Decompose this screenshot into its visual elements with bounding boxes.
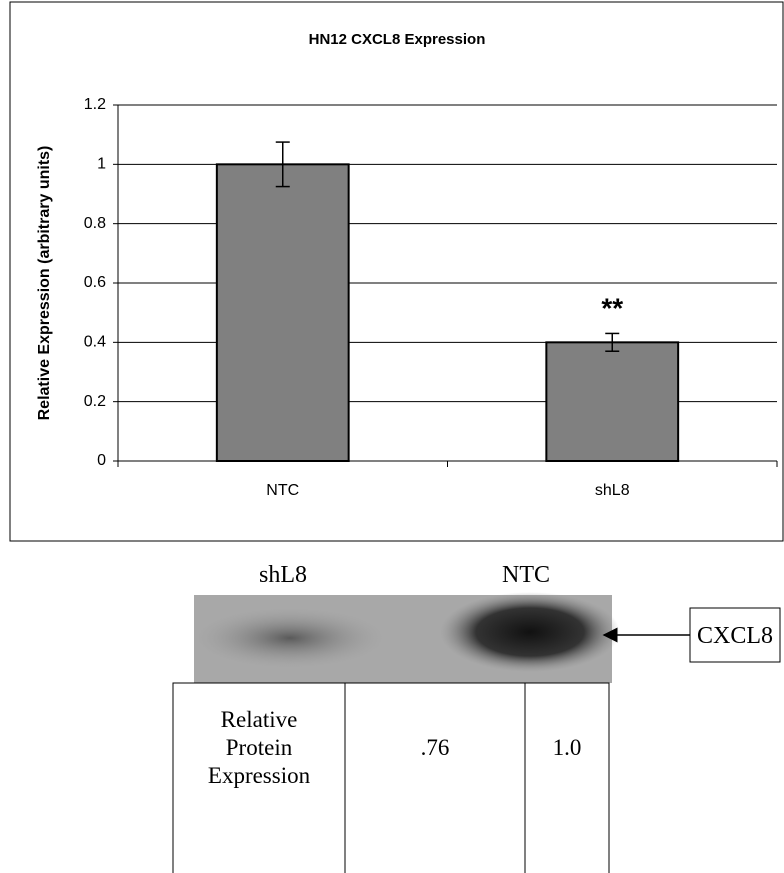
page: HN12 CXCL8 Expression Relative Expressio… <box>0 0 784 873</box>
band <box>195 608 385 668</box>
bar <box>546 342 678 461</box>
bar <box>217 164 349 461</box>
lane-label: NTC <box>502 562 550 588</box>
y-tick-label: 1 <box>97 156 106 173</box>
y-tick-label: 0.8 <box>84 215 106 232</box>
y-tick-label: 0.2 <box>84 393 106 410</box>
y-tick-label: 0.4 <box>84 334 106 351</box>
y-tick-label: 0.6 <box>84 274 106 291</box>
significance-annotation: ** <box>601 292 623 323</box>
table-cell: 1.0 <box>553 735 582 760</box>
table-cell: .76 <box>421 735 450 760</box>
x-tick-label: NTC <box>266 482 299 499</box>
y-axis-label: Relative Expression (arbitrary units) <box>36 146 53 421</box>
lane-label: shL8 <box>259 562 307 588</box>
band-label: CXCL8 <box>697 623 773 649</box>
y-tick-label: 0 <box>97 452 106 469</box>
band <box>440 592 620 672</box>
row-header: Expression <box>208 763 311 788</box>
row-header: Protein <box>226 735 293 760</box>
blot: shL8 NTC CXCL8 Relative Protein Expressi… <box>173 562 780 873</box>
row-header: Relative <box>221 707 298 732</box>
x-tick-label: shL8 <box>595 482 630 499</box>
chart-title: HN12 CXCL8 Expression <box>309 31 486 48</box>
y-tick-label: 1.2 <box>84 96 106 113</box>
